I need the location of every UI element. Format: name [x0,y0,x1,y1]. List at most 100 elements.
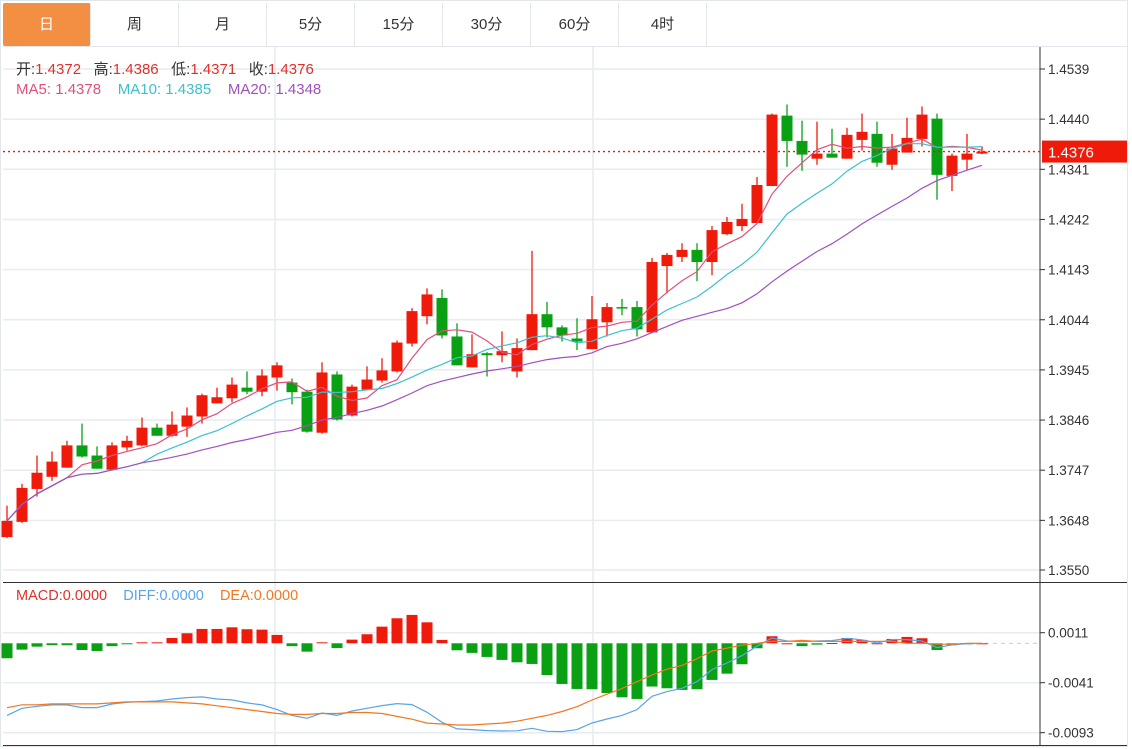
candle-body [106,445,118,470]
candle-body [301,391,313,432]
candle [256,369,268,397]
candle [211,387,223,404]
diff-value: 0.0000 [159,588,204,604]
tab-3[interactable]: 5分 [267,3,355,46]
candle [286,378,298,405]
macd-bar [166,637,178,644]
candle [646,257,658,333]
tab-5[interactable]: 30分 [443,3,531,46]
candle-body [391,342,403,372]
candle [421,288,433,325]
candle-body [721,221,733,235]
candle-body [691,249,703,263]
y-tick-label: 1.4143 [1048,263,1089,278]
macd-bar [256,629,268,644]
macd-bar [151,642,163,644]
ma10-line [6,143,983,522]
candle-body [796,140,808,155]
candle [736,203,748,232]
macd-bar [721,643,733,674]
candle-body [271,365,283,378]
candle-body [886,148,898,165]
ma20-label: MA20: [227,81,272,98]
candle [871,121,883,167]
candle-body [826,153,838,158]
low-value: 1.4371 [190,61,237,78]
tab-1[interactable]: 周 [91,3,179,46]
macd-bar [136,642,148,644]
candle-body [616,307,628,309]
diff-line [6,637,983,733]
candle-body [166,424,178,436]
candle [661,252,673,294]
macd-bar [331,643,343,649]
candle-body [541,314,553,328]
macd-bar [76,643,88,651]
macd-bar [271,634,283,644]
candle-body [841,134,853,159]
candle-body [511,348,523,372]
macd-bar [391,618,403,644]
candle-body [961,153,973,160]
candle [856,113,868,151]
candle [511,338,523,378]
candle [16,483,28,523]
tab-2[interactable]: 月 [179,3,267,46]
candle-body [421,294,433,317]
candle-body [76,445,88,457]
y-tick-label: 1.4539 [1048,62,1089,77]
macd-bar [706,643,718,680]
tab-7[interactable]: 4时 [619,3,707,46]
candle-body [586,319,598,350]
candle-body [556,327,568,336]
macd-tick-label: 0.0011 [1048,626,1088,641]
candle [721,216,733,236]
dea-value: 0.0000 [253,588,299,604]
y-tick-label: 1.3747 [1048,463,1089,478]
candle [826,128,838,158]
macd-bar [46,643,58,646]
macd-bar [766,636,778,644]
macd-bar [121,643,133,645]
candle [1,505,13,539]
candle [46,451,58,481]
candle [361,366,373,390]
candle-body [406,311,418,344]
candle [391,340,403,373]
candle-body [61,445,73,468]
candle [946,153,958,192]
candle-body [361,379,373,390]
candle [556,325,568,342]
candle-body [196,395,208,417]
candle [571,318,583,351]
period-tabs: 日周月 5分 15分 30分 60分 4时 [3,3,1127,47]
macd-bar [346,639,358,644]
candle [136,417,148,447]
candle [31,455,43,497]
candle [61,440,73,468]
macd-bar [931,643,943,651]
macd-legend: MACD:0.0000 DIFF:0.0000 DEA:0.0000 [16,588,298,604]
candle-body [571,338,583,342]
candle [541,302,553,338]
tab-6[interactable]: 60分 [531,3,619,46]
candle [76,423,88,458]
candle [976,146,988,155]
y-tick-label: 1.3945 [1048,363,1089,378]
candle [226,377,238,403]
candle-body [661,254,673,267]
open-label: 开: [16,61,36,78]
high-value: 1.4386 [112,61,159,78]
candle-body [856,131,868,140]
candle-body [811,153,823,159]
tab-0[interactable]: 日 [3,3,91,46]
candle-body [286,382,298,393]
tab-4[interactable]: 15分 [355,3,443,46]
candle-body [451,336,463,366]
candle-body [736,218,748,227]
ma10-value: 1.4385 [165,81,212,98]
macd-bar [676,643,688,690]
y-tick-label: 1.4242 [1048,212,1089,227]
